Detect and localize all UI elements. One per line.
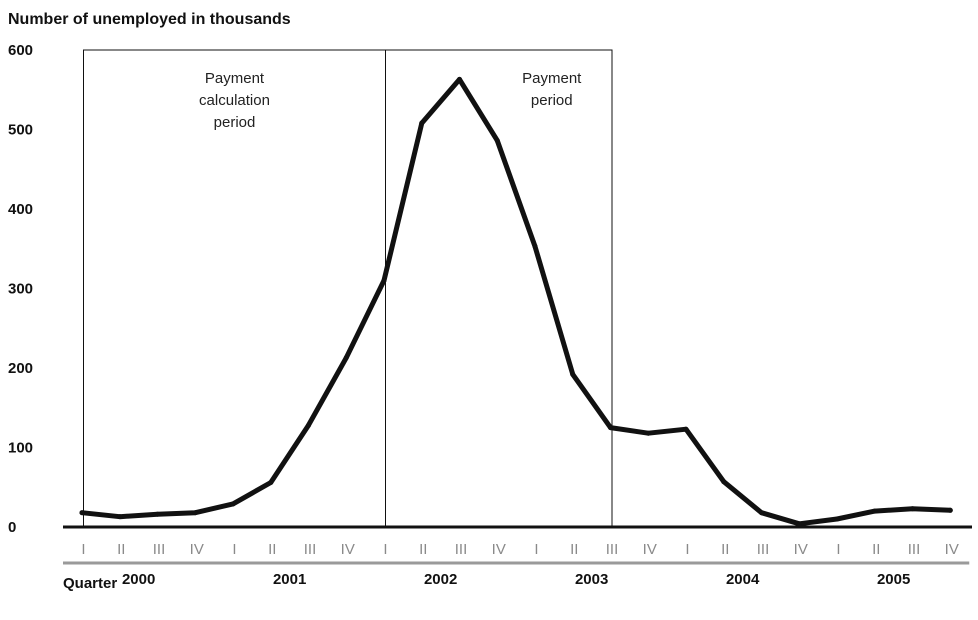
- x-tick-label: I: [685, 541, 689, 558]
- x-tick-label: IV: [945, 541, 959, 558]
- x-tick-label: III: [153, 541, 166, 558]
- y-tick-label: 200: [8, 360, 33, 377]
- x-tick-label: II: [872, 541, 880, 558]
- region-annotation-line: period: [531, 92, 573, 109]
- data-point: [494, 138, 500, 144]
- data-point: [796, 521, 802, 527]
- series-line-unemployed: [79, 76, 953, 527]
- x-tick-label: II: [268, 541, 276, 558]
- x-tick-label: IV: [190, 541, 204, 558]
- x-tick-label: II: [570, 541, 578, 558]
- data-point: [532, 243, 538, 249]
- data-point: [457, 76, 462, 82]
- data-point: [230, 501, 236, 507]
- period-region-box: [385, 49, 613, 528]
- data-point: [268, 479, 274, 485]
- x-tick-label: I: [836, 541, 840, 558]
- data-point: [947, 507, 953, 513]
- year-label: 2001: [273, 571, 306, 588]
- x-tick-label: II: [117, 541, 125, 558]
- x-tick-label: II: [419, 541, 427, 558]
- quarter-ticks: I II III IV I II III IV I II III IV I II III IV I II III IV…: [81, 541, 958, 558]
- x-tick-label: III: [757, 541, 770, 558]
- y-tick-label: 600: [8, 42, 33, 59]
- data-point: [608, 425, 613, 431]
- x-tick-label: I: [534, 541, 538, 558]
- data-point: [645, 430, 651, 436]
- y-axis-ticks: 0 100 200 300 400 500 600: [8, 42, 33, 536]
- x-tick-label: IV: [794, 541, 808, 558]
- data-point: [79, 510, 85, 516]
- data-point: [683, 426, 689, 432]
- x-tick-label: III: [606, 541, 619, 558]
- data-point: [721, 479, 727, 485]
- x-tick-label: IV: [492, 541, 506, 558]
- data-points: [79, 76, 953, 527]
- y-tick-label: 400: [8, 201, 33, 218]
- x-tick-label: III: [455, 541, 468, 558]
- y-tick-label: 500: [8, 122, 33, 139]
- data-point: [155, 511, 160, 517]
- data-point: [419, 120, 425, 126]
- x-tick-label: IV: [643, 541, 657, 558]
- region-annotation-line: period: [214, 114, 256, 131]
- data-point: [192, 510, 198, 516]
- x-tick-label: I: [383, 541, 387, 558]
- y-tick-label: 100: [8, 440, 33, 457]
- y-tick-label: 300: [8, 281, 33, 298]
- data-point: [759, 510, 764, 516]
- x-tick-label: III: [304, 541, 317, 558]
- data-point: [306, 422, 311, 428]
- year-groups: 2000 2001 2002 2003 2004 2005: [63, 561, 970, 588]
- data-point: [117, 514, 123, 520]
- year-label: 2000: [122, 571, 155, 588]
- x-axis-title: Quarter: [63, 575, 117, 592]
- data-point: [570, 371, 576, 377]
- data-point: [343, 355, 349, 361]
- year-label: 2004: [726, 571, 760, 588]
- period-regions: Payment calculation period Payment period: [83, 49, 613, 528]
- y-tick-label: 0: [8, 519, 16, 536]
- data-point: [834, 516, 840, 522]
- x-tick-label: IV: [341, 541, 355, 558]
- x-tick-label: I: [232, 541, 236, 558]
- region-annotation-line: calculation: [199, 92, 270, 109]
- region-annotation-line: Payment: [522, 70, 582, 87]
- year-label: 2005: [877, 571, 910, 588]
- x-tick-label: II: [721, 541, 729, 558]
- data-point: [381, 278, 387, 284]
- y-axis-title: Number of unemployed in thousands: [8, 11, 291, 28]
- data-point: [872, 508, 878, 514]
- data-point: [910, 506, 915, 512]
- year-label: 2003: [575, 571, 608, 588]
- region-annotation-line: Payment: [205, 70, 265, 87]
- x-tick-label: III: [908, 541, 921, 558]
- x-tick-label: I: [81, 541, 85, 558]
- year-label: 2002: [424, 571, 457, 588]
